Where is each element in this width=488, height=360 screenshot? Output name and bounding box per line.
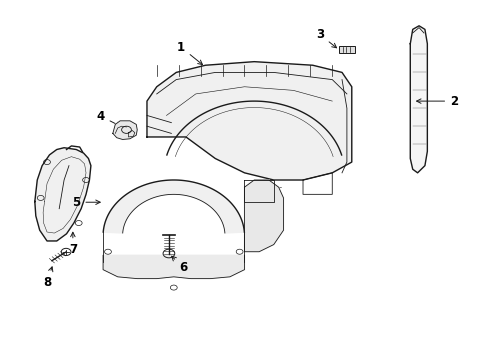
Text: 1: 1 bbox=[177, 41, 202, 64]
Polygon shape bbox=[103, 255, 244, 279]
FancyBboxPatch shape bbox=[338, 46, 354, 53]
Text: 2: 2 bbox=[416, 95, 457, 108]
Text: 3: 3 bbox=[315, 28, 336, 48]
Text: 7: 7 bbox=[69, 232, 77, 256]
Text: 6: 6 bbox=[171, 256, 187, 274]
Polygon shape bbox=[113, 121, 137, 139]
Polygon shape bbox=[147, 62, 351, 180]
Polygon shape bbox=[244, 180, 283, 252]
Polygon shape bbox=[35, 148, 91, 241]
Polygon shape bbox=[409, 26, 427, 173]
Text: 4: 4 bbox=[96, 110, 121, 126]
Text: 8: 8 bbox=[43, 267, 53, 289]
Polygon shape bbox=[103, 180, 244, 233]
Text: 5: 5 bbox=[72, 196, 100, 209]
